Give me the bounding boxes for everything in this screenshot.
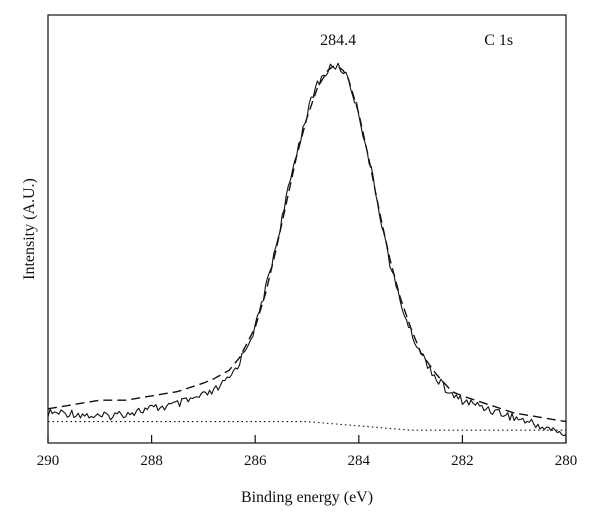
x-axis-ticks: 290 288 286 284 282 280	[37, 435, 578, 469]
plot-frame	[47, 14, 567, 444]
background-line	[48, 421, 566, 431]
x-tick-label: 282	[451, 453, 474, 469]
fitted-curve-line	[47, 65, 567, 423]
peak-annotation: 284.4	[320, 32, 356, 49]
x-tick-label: 280	[555, 453, 578, 469]
orbital-annotation: C 1s	[484, 32, 513, 49]
x-tick-label: 288	[140, 453, 163, 469]
series-layer	[47, 62, 567, 437]
y-axis-label: Intensity (A.U.)	[21, 178, 38, 280]
x-axis-label: Binding energy (eV)	[241, 489, 373, 506]
x-tick-label: 290	[37, 453, 60, 469]
x-tick-label: 286	[244, 453, 267, 469]
x-tick-label: 284	[348, 453, 371, 469]
